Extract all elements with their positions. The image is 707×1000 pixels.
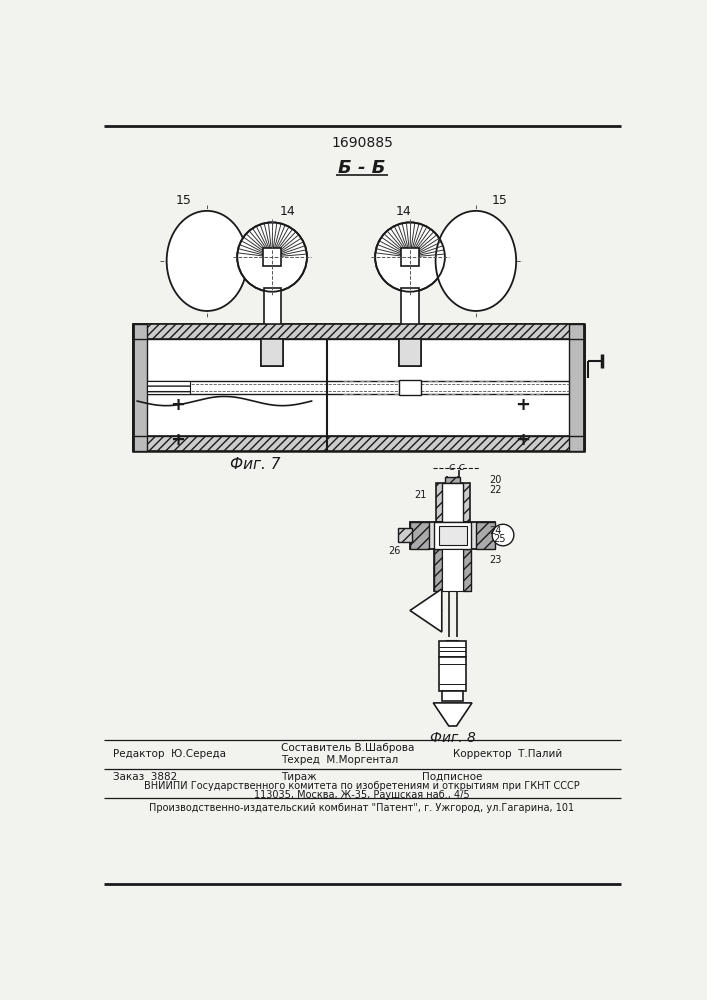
Text: с с: с с	[449, 462, 464, 472]
Bar	[264, 288, 281, 334]
Text: 24: 24	[489, 526, 501, 536]
Bar	[464, 549, 472, 591]
Text: +: +	[170, 431, 185, 449]
Bar	[399, 339, 421, 366]
Text: +: +	[170, 396, 185, 414]
Bar	[436, 483, 469, 522]
Bar	[410, 522, 429, 549]
Circle shape	[492, 524, 514, 546]
Bar	[263, 248, 281, 266]
Bar	[398, 528, 412, 542]
Bar	[438, 526, 467, 545]
Text: 14: 14	[280, 205, 296, 218]
Bar	[401, 248, 419, 266]
Text: Корректор  Т.Палий: Корректор Т.Палий	[452, 749, 562, 759]
Bar	[442, 549, 464, 591]
Text: 15: 15	[176, 194, 192, 207]
Text: Фиг. 8: Фиг. 8	[430, 731, 476, 745]
Text: +: +	[515, 431, 530, 449]
Bar	[261, 339, 283, 366]
Ellipse shape	[167, 211, 247, 311]
Text: Производственно-издательский комбинат "Патент", г. Ужгород, ул.Гагарина, 101: Производственно-издательский комбинат "П…	[149, 803, 575, 813]
Ellipse shape	[436, 211, 516, 311]
Bar	[442, 483, 464, 522]
Bar	[261, 339, 283, 366]
Text: Редактор  Ю.Середа: Редактор Ю.Середа	[113, 749, 226, 759]
Bar	[442, 691, 464, 701]
Bar	[440, 641, 466, 657]
Bar	[147, 381, 190, 394]
Text: Фиг. 7: Фиг. 7	[230, 457, 280, 472]
Bar	[569, 324, 585, 451]
Bar	[402, 288, 419, 334]
Bar	[445, 477, 460, 483]
Text: Б - Б: Б - Б	[338, 159, 386, 177]
Bar	[134, 324, 585, 451]
Bar	[434, 549, 442, 591]
Text: ВНИИПИ Государственного комитета по изобретениям и открытиям при ГКНТ СССР: ВНИИПИ Государственного комитета по изоб…	[144, 781, 580, 791]
Text: Техред  М.Моргентал: Техред М.Моргентал	[281, 755, 398, 765]
Text: 20: 20	[489, 475, 501, 485]
Text: 22: 22	[489, 485, 501, 495]
Text: 23: 23	[489, 555, 501, 565]
Bar	[434, 549, 472, 591]
Polygon shape	[410, 589, 442, 632]
Text: Составитель В.Шаброва: Составитель В.Шаброва	[281, 743, 414, 753]
Text: 15: 15	[491, 194, 507, 207]
Bar	[399, 380, 421, 395]
Text: Заказ  3882: Заказ 3882	[113, 772, 177, 782]
Text: Тираж: Тираж	[281, 772, 316, 782]
Text: +: +	[515, 396, 530, 414]
Text: 21: 21	[414, 490, 426, 500]
Bar	[440, 657, 466, 691]
Text: 113035, Москва, Ж-35, Раушская наб., 4/5: 113035, Москва, Ж-35, Раушская наб., 4/5	[254, 790, 469, 800]
Circle shape	[375, 222, 445, 292]
Bar	[134, 324, 147, 451]
Bar	[476, 522, 495, 549]
Text: 26: 26	[388, 546, 401, 556]
Bar	[134, 436, 585, 451]
Text: 14: 14	[396, 205, 411, 218]
Circle shape	[237, 222, 307, 292]
Text: 1690885: 1690885	[331, 136, 393, 150]
Bar	[399, 339, 421, 366]
Polygon shape	[433, 703, 472, 726]
Text: 25: 25	[493, 534, 506, 544]
Bar	[410, 522, 495, 549]
Bar	[434, 522, 472, 549]
Bar	[134, 324, 585, 339]
Text: Подписное: Подписное	[421, 772, 482, 782]
